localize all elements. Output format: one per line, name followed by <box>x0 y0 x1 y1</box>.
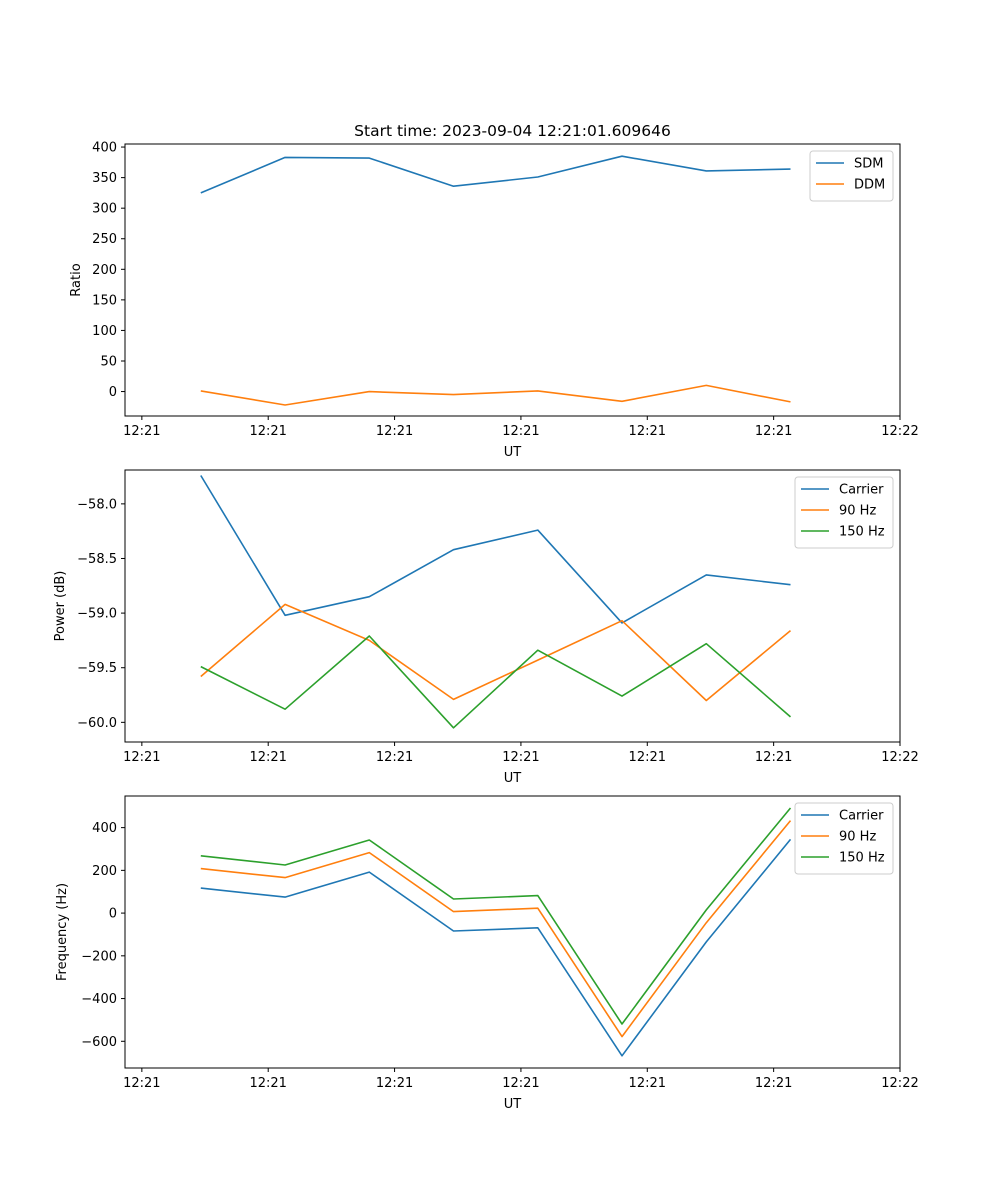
ratio-x-tick-label: 12:21 <box>249 424 286 439</box>
ratio-x-tick-label: 12:21 <box>123 424 160 439</box>
power-legend: Carrier 90 Hz 150 Hz <box>794 476 894 549</box>
frequency-series-150-hz-line <box>200 807 792 1025</box>
ratio-y-tick-label: 0 <box>109 385 117 400</box>
frequency-legend: Carrier 90 Hz 150 Hz <box>794 802 894 875</box>
power-y-tick-label: −59.5 <box>77 661 117 676</box>
power-y-tick-label: −58.0 <box>77 497 117 512</box>
frequency-x-tick-label: 12:21 <box>755 1076 792 1091</box>
power-series-lines <box>200 475 792 729</box>
ratio-y-tick-label: 200 <box>92 263 117 278</box>
ratio-y-tick-label: 50 <box>100 354 117 369</box>
frequency-axes-frame <box>124 795 901 1069</box>
frequency-x-tick-label: 12:21 <box>376 1076 413 1091</box>
ratio-axis-ticks: 12:21 12:21 12:21 12:21 12:21 12:21 12:22 0 50 10… <box>92 141 919 439</box>
power-y-tick-label: −59.0 <box>77 607 117 622</box>
frequency-y-tick-label: −400 <box>81 992 117 1007</box>
ratio-series-sdm-line <box>200 155 791 194</box>
ratio-y-tick-label: 350 <box>92 171 117 186</box>
power-series-150-hz-line <box>200 635 792 729</box>
power-x-tick-label: 12:21 <box>502 750 539 765</box>
frequency-y-tick-label: 400 <box>92 821 117 836</box>
frequency-axis-ticks: 12:21 12:21 12:21 12:21 12:21 12:21 12:22 400 20… <box>81 821 918 1091</box>
power-x-tick-label: 12:21 <box>249 750 286 765</box>
frequency-y-axis-label: Frequency (Hz) <box>55 883 70 981</box>
power-y-axis-label: Power (dB) <box>53 571 68 642</box>
power-x-tick-label: 12:21 <box>629 750 666 765</box>
frequency-x-tick-label: 12:21 <box>629 1076 666 1091</box>
ratio-legend-label-ddm: DDM <box>854 178 885 193</box>
frequency-series-carrier-line <box>200 838 792 1057</box>
frequency-x-axis-label: UT <box>504 1097 522 1112</box>
frequency-series-lines <box>200 807 792 1057</box>
ratio-y-tick-label: 100 <box>92 324 117 339</box>
frequency-panel: 12:21 12:21 12:21 12:21 12:21 12:21 12:22 400 20… <box>55 795 919 1112</box>
frequency-y-tick-label: 200 <box>92 864 117 879</box>
frequency-y-tick-label: 0 <box>109 907 117 922</box>
frequency-x-tick-label: 12:22 <box>881 1076 918 1091</box>
frequency-y-tick-label: −600 <box>81 1035 117 1050</box>
ratio-x-tick-label: 12:21 <box>502 424 539 439</box>
power-legend-label-150-hz: 150 Hz <box>839 525 885 540</box>
power-x-axis-label: UT <box>504 771 522 786</box>
frequency-y-tick-label: −200 <box>81 949 117 964</box>
ratio-y-tick-label: 400 <box>92 141 117 156</box>
ratio-axes-frame <box>124 143 901 417</box>
power-series-carrier-line <box>200 475 791 624</box>
ratio-y-tick-label: 150 <box>92 293 117 308</box>
ratio-legend: SDM DDM <box>809 150 894 202</box>
ratio-x-tick-label: 12:21 <box>629 424 666 439</box>
ratio-y-tick-label: 300 <box>92 202 117 217</box>
ratio-x-tick-label: 12:21 <box>376 424 413 439</box>
frequency-x-tick-label: 12:21 <box>123 1076 160 1091</box>
frequency-legend-label-carrier: Carrier <box>839 809 884 824</box>
power-y-tick-label: −60.0 <box>77 716 117 731</box>
power-y-tick-label: −58.5 <box>77 552 117 567</box>
power-legend-label-carrier: Carrier <box>839 483 884 498</box>
ratio-y-axis-label: Ratio <box>69 263 84 296</box>
ratio-series-ddm-line <box>200 384 791 406</box>
ratio-x-tick-label: 12:21 <box>755 424 792 439</box>
power-x-tick-label: 12:22 <box>881 750 918 765</box>
ratio-panel: Start time: 2023-09-04 12:21:01.609646 1… <box>69 122 919 460</box>
frequency-series-90-hz-line <box>200 820 792 1038</box>
frequency-x-tick-label: 12:21 <box>502 1076 539 1091</box>
chart-title: Start time: 2023-09-04 12:21:01.609646 <box>354 122 671 140</box>
power-x-tick-label: 12:21 <box>755 750 792 765</box>
power-axis-ticks: 12:21 12:21 12:21 12:21 12:21 12:21 12:22 −58.0… <box>77 497 919 765</box>
power-axes-frame <box>124 469 901 743</box>
power-legend-label-90-hz: 90 Hz <box>839 504 876 519</box>
power-panel: 12:21 12:21 12:21 12:21 12:21 12:21 12:22 −58.0… <box>53 469 919 786</box>
ratio-x-axis-label: UT <box>504 445 522 460</box>
frequency-legend-label-150-hz: 150 Hz <box>839 851 885 866</box>
ratio-y-tick-label: 250 <box>92 232 117 247</box>
power-x-tick-label: 12:21 <box>376 750 413 765</box>
frequency-x-tick-label: 12:21 <box>249 1076 286 1091</box>
ratio-series-lines <box>200 155 791 406</box>
power-series-90-hz-line <box>200 603 792 702</box>
ratio-legend-label-sdm: SDM <box>854 157 883 172</box>
frequency-legend-label-90-hz: 90 Hz <box>839 830 876 845</box>
ratio-x-tick-label: 12:22 <box>881 424 918 439</box>
power-x-tick-label: 12:21 <box>123 750 160 765</box>
